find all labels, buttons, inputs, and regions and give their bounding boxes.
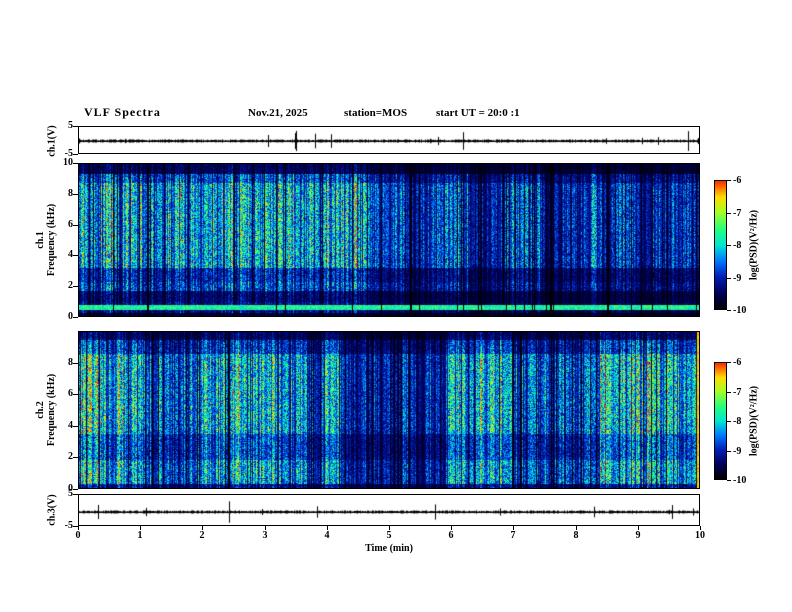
x-tick-label: 1 [137, 530, 143, 541]
colorbar-tick-mark [727, 278, 731, 279]
y-tick-label: 5 [68, 120, 73, 131]
x-tick-mark [451, 526, 452, 530]
colorbar-tick-mark [727, 392, 731, 393]
colorbar-tick-mark [727, 245, 731, 246]
y-tick-mark [73, 394, 78, 395]
figure-title: VLF Spectra [84, 105, 161, 119]
y-tick-label: 2 [68, 451, 73, 462]
colorbar-tick-label: -7 [733, 387, 742, 398]
x-tick-label: 2 [199, 530, 205, 541]
x-tick-label: 8 [573, 530, 579, 541]
y-tick-mark [73, 126, 78, 127]
colorbar-tick-mark [727, 421, 731, 422]
ch2-spectrogram-canvas [79, 332, 699, 488]
x-tick-label: 4 [324, 530, 330, 541]
x-tick-mark [78, 526, 79, 530]
colorbar-tick-label: -9 [733, 446, 742, 457]
ch1-spectrogram-panel [78, 163, 700, 317]
colorbar-tick-mark [727, 362, 731, 363]
y-tick-label: 6 [68, 219, 73, 230]
y-tick-label: 0 [68, 311, 73, 322]
colorbar-tick-label: -8 [733, 416, 742, 427]
date-label: Nov.21, 2025 [248, 107, 308, 119]
x-tick-mark [265, 526, 266, 530]
y-tick-mark [73, 526, 78, 527]
colorbar-tick-label: -9 [733, 273, 742, 284]
y-tick-label: 10 [63, 157, 73, 168]
x-tick-mark [389, 526, 390, 530]
x-tick-mark [327, 526, 328, 530]
ch1-spectrogram-canvas [79, 164, 699, 316]
x-tick-mark [202, 526, 203, 530]
colorbar-tick-mark [727, 480, 731, 481]
x-tick-label: 0 [75, 530, 81, 541]
x-tick-mark [576, 526, 577, 530]
x-tick-label: 3 [262, 530, 268, 541]
colorbar-tick-label: -8 [733, 240, 742, 251]
y-tick-mark [73, 494, 78, 495]
y-tick-label: -5 [64, 148, 73, 159]
ch3-voltage-panel [78, 494, 700, 526]
x-tick-mark [638, 526, 639, 530]
ch2-frequency-axis-label-line2: Frequency (kHz) [46, 373, 57, 447]
y-tick-mark [73, 286, 78, 287]
y-tick-label: 8 [68, 357, 73, 368]
y-tick-mark [73, 457, 78, 458]
ch2-frequency-axis-label-line1: ch.2 [35, 401, 46, 419]
ch1-voltage-panel [78, 126, 700, 154]
y-tick-label: 6 [68, 388, 73, 399]
y-tick-mark [73, 194, 78, 195]
x-tick-mark [700, 526, 701, 530]
colorbar-tick-mark [727, 213, 731, 214]
ch1-frequency-axis-label-line2: Frequency (kHz) [46, 203, 57, 277]
x-tick-label: 5 [386, 530, 392, 541]
colorbar-ch1 [714, 180, 727, 310]
time-axis-label: Time (min) [365, 543, 413, 554]
y-tick-mark [73, 363, 78, 364]
y-tick-label: 8 [68, 188, 73, 199]
ch2-spectrogram-panel [78, 331, 700, 489]
y-tick-mark [73, 255, 78, 256]
y-tick-mark [73, 489, 78, 490]
x-tick-label: 9 [635, 530, 641, 541]
start-ut-label: start UT = 20:0 :1 [436, 107, 520, 119]
y-tick-label: 4 [68, 249, 73, 260]
colorbar-tick-label: -7 [733, 208, 742, 219]
colorbar-tick-label: -10 [733, 475, 747, 486]
colorbar-tick-label: -10 [733, 305, 747, 316]
ch2-frequency-axis-label: ch.2 Frequency (kHz) [35, 374, 57, 446]
y-tick-label: 4 [68, 420, 73, 431]
x-tick-label: 10 [695, 530, 705, 541]
ch3-voltage-canvas [79, 495, 699, 525]
y-tick-label: -5 [64, 520, 73, 531]
y-tick-label: 2 [68, 280, 73, 291]
colorbar-tick-mark [727, 310, 731, 311]
x-tick-mark [513, 526, 514, 530]
y-tick-mark [73, 426, 78, 427]
colorbar-tick-mark [727, 451, 731, 452]
x-tick-label: 7 [510, 530, 516, 541]
colorbar-tick-label: -6 [733, 175, 742, 186]
y-tick-label: 0 [68, 483, 73, 494]
ch1-frequency-axis-label-line1: ch.1 [35, 231, 46, 249]
ch1-voltage-canvas [79, 127, 699, 153]
y-tick-label: 5 [68, 488, 73, 499]
x-tick-mark [140, 526, 141, 530]
station-label: station=MOS [344, 107, 408, 119]
y-tick-mark [73, 154, 78, 155]
y-tick-mark [73, 317, 78, 318]
colorbar-tick-mark [727, 180, 731, 181]
y-tick-mark [73, 225, 78, 226]
x-tick-label: 6 [448, 530, 454, 541]
colorbar-ch2 [714, 362, 727, 480]
y-tick-mark [73, 163, 78, 164]
colorbar-tick-label: -6 [733, 357, 742, 368]
ch1-frequency-axis-label: ch.1 Frequency (kHz) [35, 204, 57, 276]
